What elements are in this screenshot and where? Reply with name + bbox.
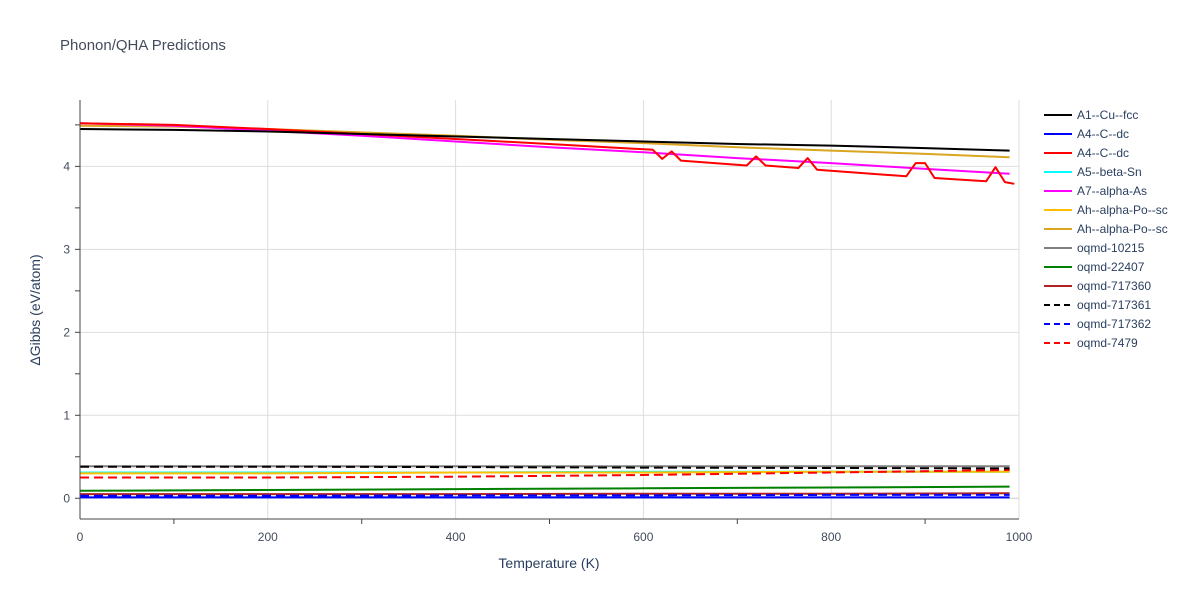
series-line (79, 122, 1015, 185)
series-line (79, 128, 1010, 152)
plot-area (79, 122, 1015, 499)
y-axis-title: ΔGibbs (eV/atom) (27, 254, 43, 365)
legend-label: oqmd-22407 (1077, 260, 1145, 274)
x-tick-label: 400 (446, 530, 466, 544)
x-tick-label: 0 (77, 530, 84, 544)
series-line (80, 493, 1010, 497)
legend-label: oqmd-10215 (1077, 241, 1145, 255)
series-line (80, 470, 1010, 475)
series-line (79, 485, 1010, 492)
y-tick-label: 2 (63, 325, 70, 339)
x-tick-label: 800 (821, 530, 841, 544)
legend-label: Ah--alpha-Po--sc (1077, 222, 1168, 236)
legend-label: oqmd-717360 (1077, 279, 1151, 293)
legend-label: oqmd-717362 (1077, 317, 1151, 331)
y-tick-label: 4 (63, 159, 70, 173)
chart-title: Phonon/QHA Predictions (60, 37, 226, 54)
grid (80, 100, 1020, 519)
series-line (80, 492, 1010, 496)
legend-label: oqmd-717361 (1077, 298, 1151, 312)
y-tick-label: 0 (63, 491, 70, 505)
x-tick-label: 1000 (1006, 530, 1033, 544)
legend-label: Ah--alpha-Po--sc (1077, 203, 1168, 217)
legend-label: A7--alpha-As (1077, 184, 1147, 198)
x-axis-title: Temperature (K) (498, 555, 599, 571)
series-line (79, 122, 1010, 175)
legend-label: A4--C--dc (1077, 127, 1129, 141)
series-line (80, 469, 1010, 479)
y-tick-label: 3 (63, 242, 70, 256)
x-tick-label: 200 (258, 530, 278, 544)
axes: 0 200 400 600 800 1000 0 1 2 3 4 (63, 100, 1033, 544)
series-line (80, 465, 1010, 470)
y-tick-label: 1 (63, 408, 70, 422)
legend-label: A1--Cu--fcc (1077, 108, 1138, 122)
legend-label: oqmd-7479 (1077, 336, 1138, 350)
x-tick-label: 600 (633, 530, 653, 544)
legend-label: A5--beta-Sn (1077, 165, 1142, 179)
legend[interactable]: A1--Cu--fcc A4--C--dc A4--C--dc A5--beta-Sn… (1044, 108, 1168, 350)
legend-label: A4--C--dc (1077, 146, 1129, 160)
